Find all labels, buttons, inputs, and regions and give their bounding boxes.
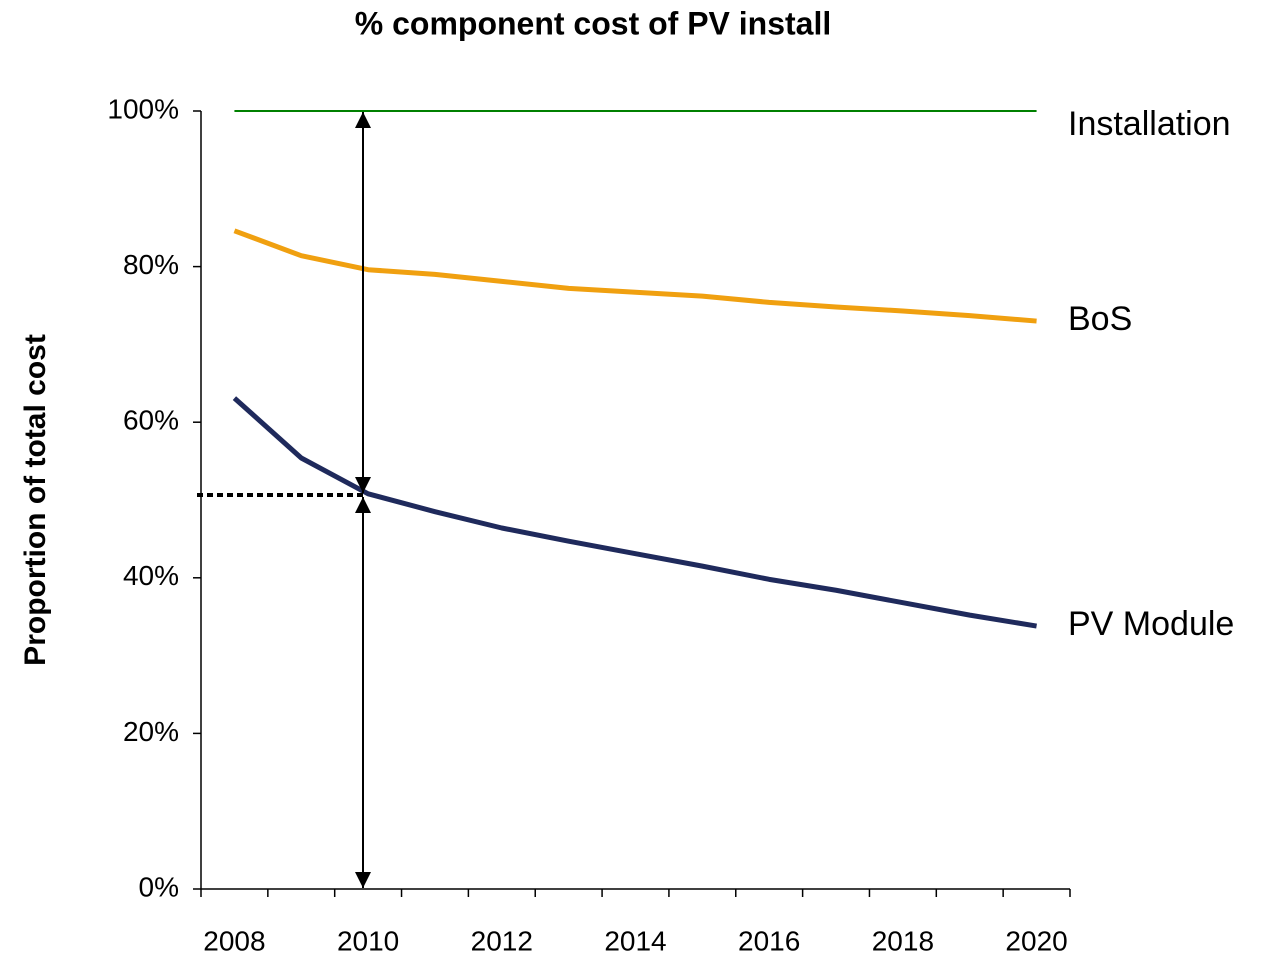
plot-area: 0% 20% 40% 60% 80% 100% 2008 2010 2012 2014 2016 20…	[107, 93, 1234, 956]
x-tick-label: 2020	[1005, 925, 1067, 956]
y-tick-label: 60%	[123, 405, 179, 436]
y-tick-label: 0%	[139, 871, 179, 902]
chart-title: % component cost of PV install	[355, 5, 832, 41]
x-tick-label: 2010	[337, 925, 399, 956]
x-tick-label: 2016	[738, 925, 800, 956]
y-tick-label: 100%	[107, 93, 179, 124]
y-axis-label: Proportion of total cost	[19, 334, 52, 666]
series-line	[233, 228, 1037, 324]
x-tick-label: 2018	[872, 925, 934, 956]
series-line	[232, 396, 1037, 629]
y-tick-label: 80%	[123, 249, 179, 280]
x-tick-label: 2014	[604, 925, 666, 956]
x-tick-label: 2008	[203, 925, 265, 956]
y-tick-label: 40%	[123, 560, 179, 591]
annotation	[197, 112, 371, 888]
series-label: BoS	[1068, 300, 1132, 338]
x-tick-label: 2012	[471, 925, 533, 956]
y-tick-label: 20%	[123, 716, 179, 747]
series-label: PV Module	[1068, 605, 1234, 643]
series-label: Installation	[1068, 105, 1231, 143]
